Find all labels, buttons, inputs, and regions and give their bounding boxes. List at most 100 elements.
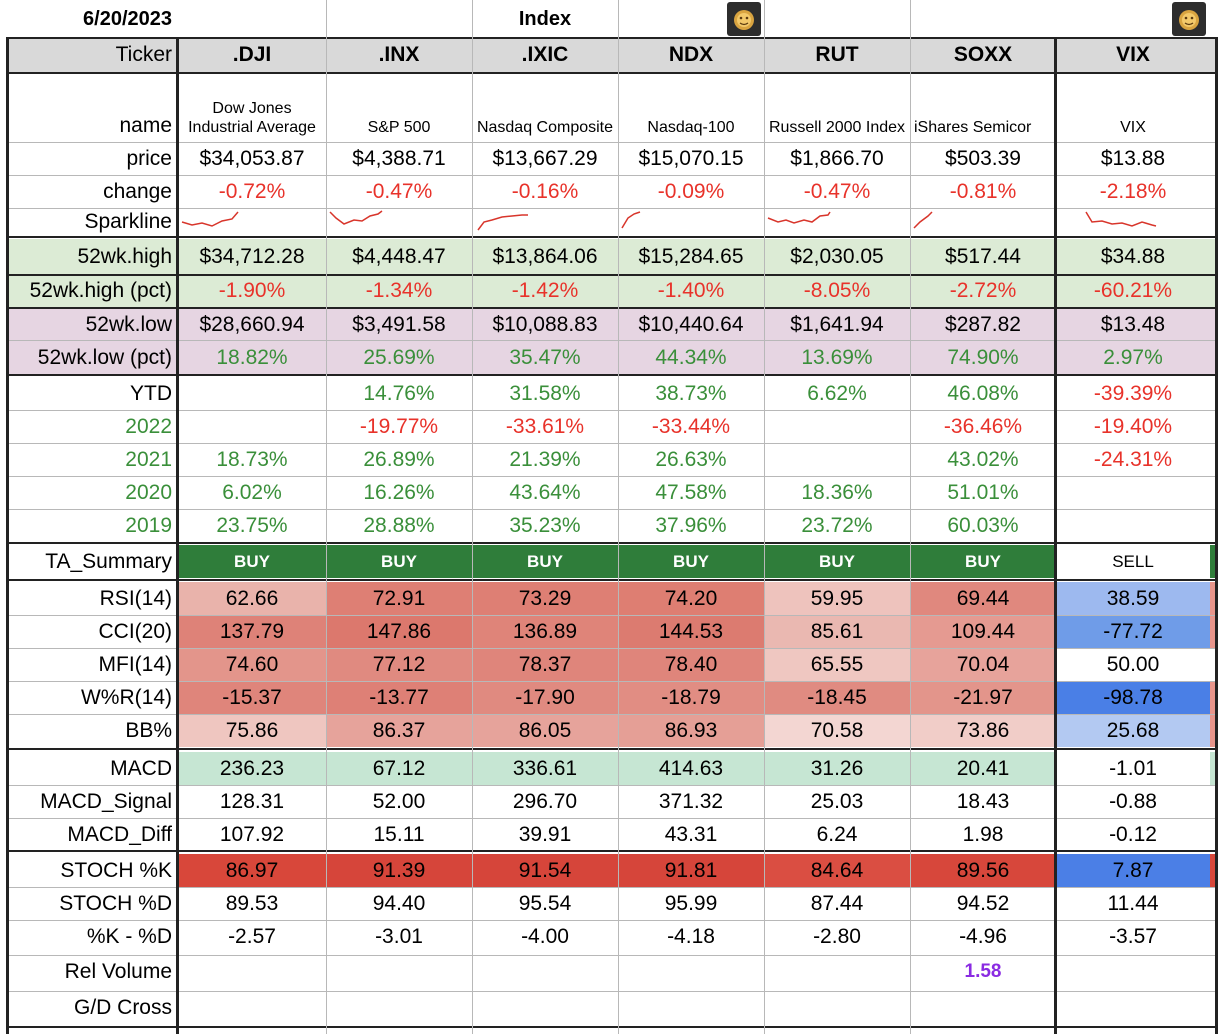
mfi-cell: 50.00: [1056, 648, 1210, 681]
row-label-rel_volume: Rel Volume: [64, 960, 172, 983]
y2022-cell: -19.40%: [1093, 414, 1173, 438]
macd_diff-cell: 39.91: [518, 822, 572, 846]
rsi-cell: 69.44: [910, 582, 1056, 615]
row-label-wr: W%R(14): [80, 685, 172, 709]
low-cell: $3,491.58: [352, 312, 446, 336]
y2022-cell: -33.44%: [651, 414, 731, 438]
sparkline-chart: [329, 210, 383, 225]
macd_signal-cell: 52.00: [372, 789, 426, 813]
grid-line: [6, 1026, 1218, 1028]
mfi-cell: 78.40: [618, 648, 764, 681]
y2019-cell: 28.88%: [363, 513, 435, 537]
mfi-cell: 78.37: [472, 648, 618, 681]
low_pct-cell: 35.47%: [509, 345, 581, 369]
macd-cell: 336.61: [512, 756, 578, 780]
low-cell: $10,088.83: [492, 312, 598, 336]
row-label-y2019: 2019: [125, 513, 172, 537]
stoch_k-cell: 91.39: [326, 854, 472, 887]
row-label-y2020: 2020: [125, 480, 172, 504]
ticker-logo-icon: [1172, 2, 1206, 36]
sparkline-chart: [477, 214, 528, 231]
ta-buy-badge: BUY: [764, 545, 910, 578]
macd-cell: 67.12: [372, 756, 426, 780]
y2019-cell: 37.96%: [655, 513, 727, 537]
wr-cell: -18.79: [618, 681, 764, 714]
ta-buy-badge: BUY: [910, 545, 1056, 578]
low_pct-cell: 74.90%: [947, 345, 1019, 369]
indicator-right-edge: [1210, 648, 1218, 681]
macd-cell: -1.01: [1109, 756, 1157, 780]
low-band: [6, 308, 1218, 374]
high-cell: $4,448.47: [352, 245, 446, 268]
low-cell: $28,660.94: [199, 312, 305, 336]
change-cell: -0.09%: [657, 179, 725, 203]
date-cell[interactable]: 6/20/2023: [83, 7, 172, 30]
indicator-right-edge: [1210, 582, 1218, 615]
rel_volume-cell: 1.58: [964, 961, 1002, 982]
grid-line: [6, 476, 1218, 477]
low-cell: $10,440.64: [638, 312, 744, 336]
macd-band: [178, 752, 1056, 785]
low_pct-cell: 25.69%: [363, 345, 435, 369]
ticker-ndx[interactable]: NDX: [668, 43, 714, 66]
wr-cell: -15.37: [178, 681, 326, 714]
ytd-cell: 46.08%: [947, 381, 1019, 405]
y2021-cell: 26.63%: [655, 447, 727, 471]
ticker-soxx[interactable]: SOXX: [953, 43, 1013, 66]
low_pct-cell: 18.82%: [216, 345, 288, 369]
row-label-name: name: [119, 114, 172, 137]
high-cell: $517.44: [945, 245, 1021, 268]
ticker-inx[interactable]: .INX: [378, 43, 420, 66]
k_minus_d-cell: -3.01: [375, 924, 423, 948]
k_minus_d-cell: -4.18: [667, 924, 715, 948]
y2019-cell: 35.23%: [509, 513, 581, 537]
row-label-gd-cross: G/D Cross: [73, 996, 172, 1019]
change-cell: -2.18%: [1099, 179, 1167, 203]
name-cell: S&P 500: [367, 119, 431, 136]
cci-cell: -77.72: [1056, 615, 1210, 648]
bb-cell: 75.86: [178, 714, 326, 747]
ticker-dji[interactable]: .DJI: [232, 43, 272, 66]
stoch_k-cell: 86.97: [178, 854, 326, 887]
ytd-cell: -39.39%: [1093, 381, 1173, 405]
grid-line: [6, 681, 1218, 682]
y2022-cell: [178, 410, 326, 443]
grid-line: [472, 0, 473, 1034]
macd_signal-cell: 296.70: [512, 789, 578, 813]
row-label-macd_diff: MACD_Diff: [67, 822, 172, 846]
rel_volume-cell: [764, 955, 910, 989]
group-title: Index: [518, 7, 572, 30]
ticker-rut[interactable]: RUT: [815, 43, 859, 66]
high-cell: $13,864.06: [492, 245, 598, 268]
grid-line: [618, 0, 619, 1034]
low_pct-cell: 2.97%: [1103, 345, 1163, 369]
mfi-cell: 77.12: [326, 648, 472, 681]
row-label-ta: TA_Summary: [45, 549, 172, 573]
macd-cell: 20.41: [956, 756, 1010, 780]
ticker-ixic[interactable]: .IXIC: [521, 43, 569, 66]
grid-line: [6, 72, 1218, 74]
high_pct-cell: -8.05%: [803, 279, 871, 302]
grid-line: [6, 208, 1218, 209]
stoch_d-cell: 95.54: [518, 891, 572, 915]
y2021-cell: 26.89%: [363, 447, 435, 471]
row-label-rsi: RSI(14): [99, 586, 172, 610]
cci-cell: 109.44: [910, 615, 1056, 648]
stoch_d-cell: 89.53: [225, 891, 279, 915]
name-cell: Dow Jones Industrial Average: [188, 100, 316, 136]
ticker-vix[interactable]: VIX: [1116, 43, 1150, 66]
grid-line: [6, 236, 1218, 238]
indicator-right-edge: [1210, 681, 1218, 714]
rsi-cell: 38.59: [1056, 582, 1210, 615]
macd-band-right: [1210, 752, 1218, 785]
bb-cell: 70.58: [764, 714, 910, 747]
rsi-cell: 73.29: [472, 582, 618, 615]
grid-line: [6, 714, 1218, 715]
name-cell: VIX: [1120, 119, 1146, 136]
row-label-high: 52wk.high: [77, 245, 172, 268]
stoch_d-cell: 94.52: [956, 891, 1010, 915]
ytd-cell: 38.73%: [655, 381, 727, 405]
y2021-cell: 43.02%: [947, 447, 1019, 471]
rel_volume-cell: [1056, 955, 1210, 989]
